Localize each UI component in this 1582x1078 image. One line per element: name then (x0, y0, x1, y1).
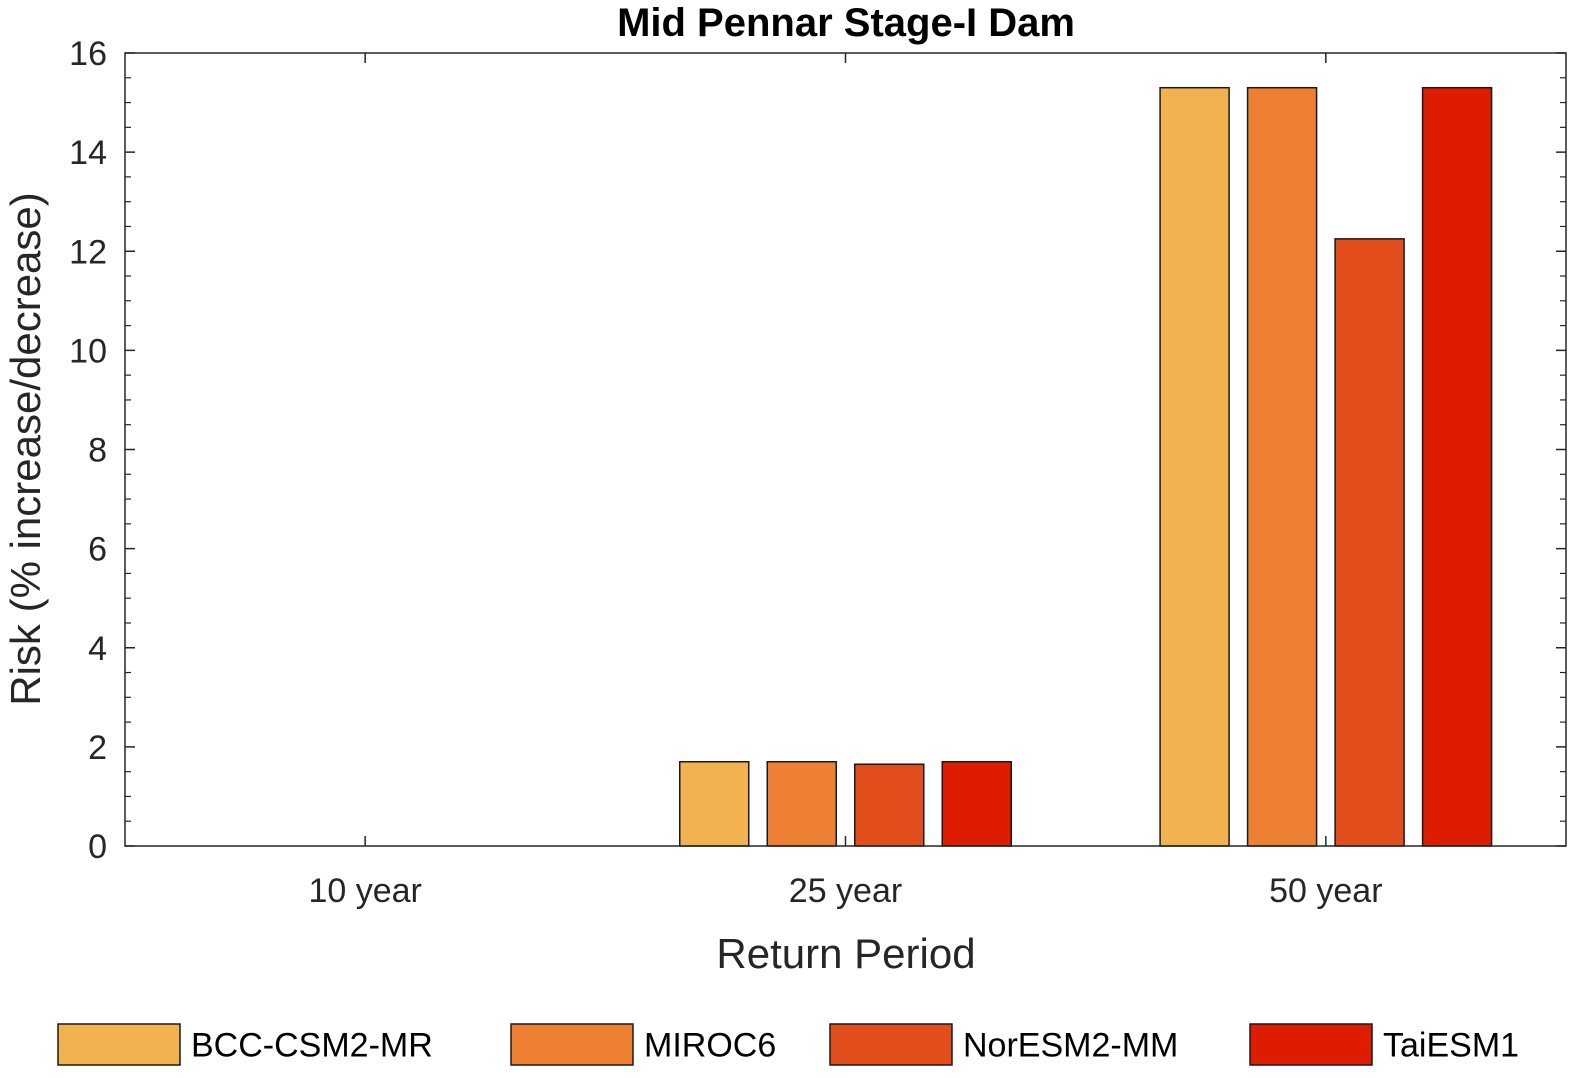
legend-swatch (510, 1023, 634, 1066)
bars-layer (679, 86, 1493, 847)
legend: BCC-CSM2-MR MIROC6 NorESM2-MM TaiESM1 (57, 1023, 1519, 1066)
x-tick-labels: 10 year 25 year 50 year (308, 872, 1382, 910)
x-axis-label: Return Period (716, 930, 975, 977)
legend-label: BCC-CSM2-MR (191, 1027, 433, 1065)
x-tick-label: 10 year (308, 872, 421, 910)
x-tick-label: 25 year (789, 872, 902, 910)
bar-noresm2-mm-1 (854, 763, 925, 847)
y-tick-label: 16 (69, 35, 107, 73)
legend-label: TaiESM1 (1383, 1027, 1519, 1065)
plot-frame (124, 52, 1567, 847)
legend-label: NorESM2-MM (963, 1027, 1178, 1065)
y-tick-label: 14 (69, 134, 107, 172)
ticks-layer (125, 52, 1566, 847)
y-tick-label: 6 (88, 531, 107, 569)
y-tick-labels: 0 2 4 6 8 10 12 14 16 (69, 35, 107, 866)
bar-taiesm1-2 (1421, 86, 1493, 847)
y-tick-label: 10 (69, 332, 107, 370)
legend-swatch (829, 1023, 953, 1066)
bar-noresm2-mm-2 (1334, 238, 1405, 847)
y-axis-label: Risk (% increase/decrease) (2, 192, 49, 706)
y-tick-label: 4 (88, 630, 107, 668)
bar-taiesm1-1 (941, 760, 1012, 847)
legend-swatch (1249, 1023, 1373, 1066)
y-tick-label: 0 (88, 828, 107, 866)
y-tick-label: 2 (88, 729, 107, 767)
bar-miroc6-2 (1246, 86, 1318, 847)
legend-swatch (57, 1023, 181, 1066)
chart-title: Mid Pennar Stage-I Dam (617, 1, 1075, 45)
bar-bcc-csm2-mr-1 (679, 760, 750, 847)
y-tick-label: 12 (69, 233, 107, 271)
bar-bcc-csm2-mr-2 (1159, 86, 1230, 847)
x-tick-label: 50 year (1269, 872, 1382, 910)
y-tick-label: 8 (88, 432, 107, 470)
legend-label: MIROC6 (644, 1027, 776, 1065)
bar-miroc6-1 (766, 760, 837, 847)
